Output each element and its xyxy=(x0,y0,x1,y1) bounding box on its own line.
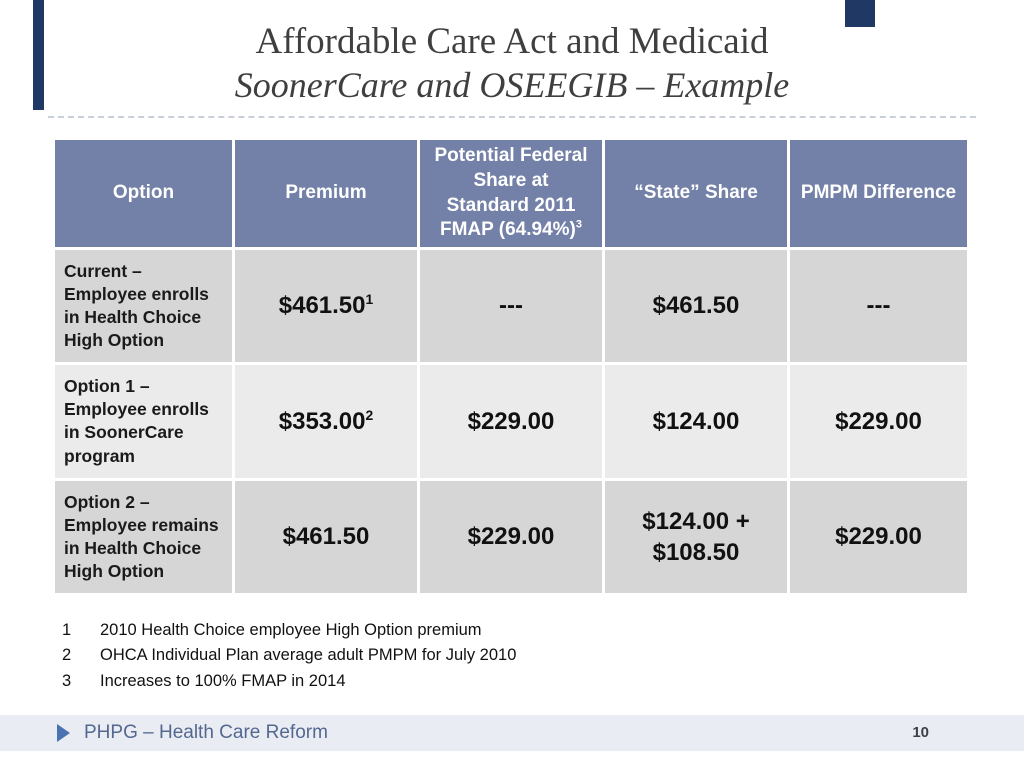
option-cell: Current – Employee enrolls in Health Cho… xyxy=(55,249,235,366)
federal-share-cell: $229.00 xyxy=(420,365,605,481)
option-cell: Option 1 – Employee enrolls in SoonerCar… xyxy=(55,365,235,481)
pmpm-difference-cell: $229.00 xyxy=(790,365,970,481)
page-subtitle: SoonerCare and OSEEGIB – Example xyxy=(234,64,790,105)
premium-cell: $461.50 xyxy=(235,480,420,596)
column-header-pmpm-difference: PMPM Difference xyxy=(790,140,970,250)
table-header-row: Option Premium Potential Federal Share a… xyxy=(55,140,970,250)
table-row: Option 1 – Employee enrolls in SoonerCar… xyxy=(55,365,970,481)
footnote-number: 3 xyxy=(62,671,72,690)
title-divider xyxy=(48,116,976,119)
footnote: 1 2010 Health Choice employee High Optio… xyxy=(62,620,1024,641)
page-title: Affordable Care Act and Medicaid xyxy=(255,21,769,62)
state-share-cell: $124.00 xyxy=(605,365,790,481)
state-share-cell: $124.00 + $108.50 xyxy=(605,480,790,596)
footer-bar: PHPG – Health Care Reform 10 xyxy=(0,715,1024,751)
federal-share-cell: $229.00 xyxy=(420,480,605,596)
footnote-number: 1 xyxy=(62,621,72,639)
footnote-number: 2 xyxy=(62,646,72,665)
page-number: 10 xyxy=(912,724,929,741)
pmpm-difference-cell: --- xyxy=(790,249,970,366)
pmpm-difference-cell: $229.00 xyxy=(790,480,970,596)
column-header-premium: Premium xyxy=(235,140,420,250)
footer-text: PHPG – Health Care Reform xyxy=(84,722,328,743)
column-header-state-share: “State” Share xyxy=(605,140,790,250)
premium-cell: $461.501 xyxy=(235,249,420,366)
option-cell: Option 2 – Employee remains in Health Ch… xyxy=(55,480,235,596)
premium-cell: $353.002 xyxy=(235,365,420,481)
table-row: Current – Employee enrolls in Health Cho… xyxy=(55,249,970,366)
comparison-table: Option Premium Potential Federal Share a… xyxy=(55,140,970,596)
title-block: Affordable Care Act and Medicaid SoonerC… xyxy=(0,0,1024,106)
footer-arrow-icon xyxy=(57,724,70,742)
footnote-text: OHCA Individual Plan average adult PMPM … xyxy=(100,646,517,665)
footnote: 3 Increases to 100% FMAP in 2014 xyxy=(62,671,1024,692)
footnotes: 1 2010 Health Choice employee High Optio… xyxy=(62,620,1024,692)
footnote-text: 2010 Health Choice employee High Option … xyxy=(100,621,482,639)
state-share-cell: $461.50 xyxy=(605,249,790,366)
top-right-accent-square xyxy=(845,0,875,27)
column-header-option: Option xyxy=(55,140,235,250)
column-header-federal-share: Potential Federal Share at Standard 2011… xyxy=(420,140,605,250)
federal-share-cell: --- xyxy=(420,249,605,366)
table-row: Option 2 – Employee remains in Health Ch… xyxy=(55,480,970,596)
footnote: 2 OHCA Individual Plan average adult PMP… xyxy=(62,645,1024,666)
left-accent-bar xyxy=(33,0,44,110)
footnote-text: Increases to 100% FMAP in 2014 xyxy=(100,671,346,690)
